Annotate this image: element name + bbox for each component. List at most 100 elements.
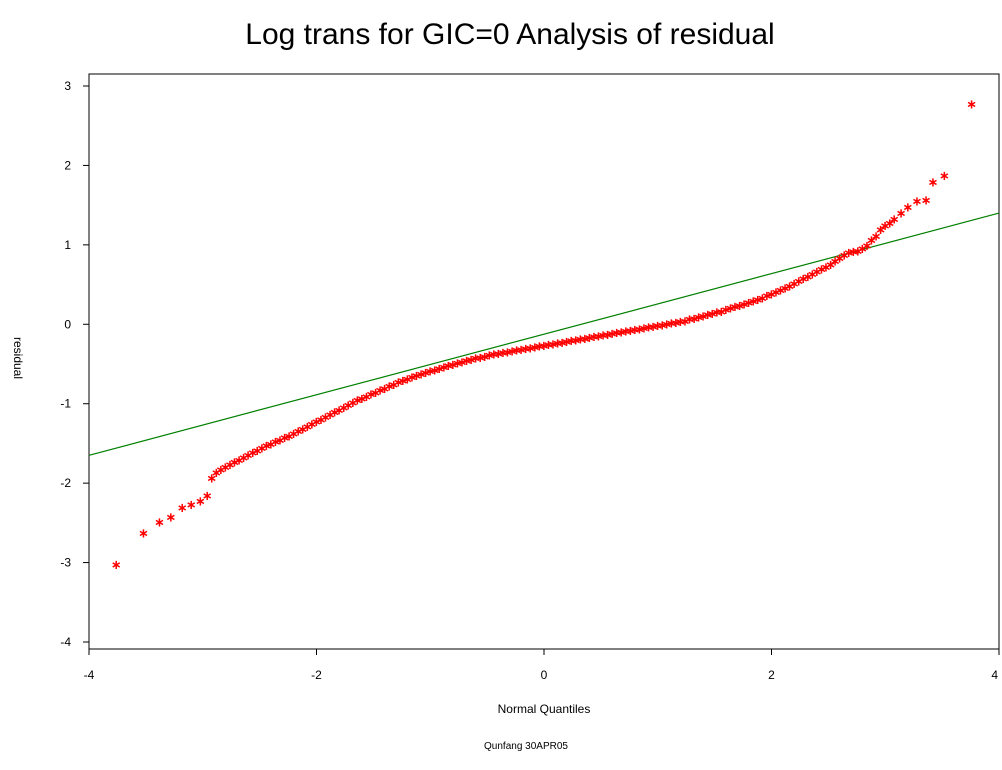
data-point: ∗ [648,320,659,335]
data-point: ∗ [834,252,845,267]
data-point: ∗ [416,368,427,383]
data-point: ∗ [748,294,759,309]
data-point: ∗ [866,233,877,248]
data-point: ∗ [552,337,563,352]
data-point: ∗ [607,327,618,342]
data-point: ∗ [266,437,277,452]
data-point: ∗ [370,386,381,401]
data-point: ∗ [775,283,786,298]
data-point: ∗ [225,458,236,473]
data-point: ∗ [789,277,800,292]
data-point: ∗ [195,495,206,510]
data-point: ∗ [611,326,622,341]
data-point: ∗ [802,270,813,285]
data-point: ∗ [670,316,681,331]
data-point: ∗ [177,501,188,516]
x-tick-label: 2 [768,668,775,682]
data-point: ∗ [448,358,459,373]
data-point: ∗ [880,219,891,234]
data-point: ∗ [620,325,631,340]
data-point: ∗ [807,267,818,282]
data-point: ∗ [884,217,895,232]
data-point: ∗ [725,302,736,317]
y-tick-label: -2 [60,476,71,490]
data-point: ∗ [666,317,677,332]
data-point: ∗ [630,323,641,338]
data-point: ∗ [379,382,390,397]
data-point: ∗ [293,425,304,440]
data-point: ∗ [534,340,545,355]
data-point: ∗ [529,341,540,356]
data-point: ∗ [702,308,713,323]
x-tick-label: -2 [311,668,322,682]
data-point: ∗ [338,401,349,416]
data-point: ∗ [557,336,568,351]
data-point: ∗ [154,515,165,530]
data-point: ∗ [684,313,695,328]
data-point: ∗ [452,356,463,371]
data-point: ∗ [438,360,449,375]
chart-title: Log trans for GIC=0 Analysis of residual [245,18,774,51]
data-point: ∗ [711,306,722,321]
data-point: ∗ [752,293,763,308]
data-point: ∗ [766,287,777,302]
data-point: ∗ [707,307,718,322]
data-point: ∗ [288,427,299,442]
data-point: ∗ [680,314,691,329]
y-axis-label: residual [11,337,25,379]
data-point: ∗ [928,175,939,190]
data-point: ∗ [229,456,240,471]
data-point: ∗ [493,347,504,362]
data-point: ∗ [488,348,499,363]
data-point: ∗ [575,333,586,348]
x-tick-label: 4 [991,668,998,682]
data-point: ∗ [516,343,527,358]
data-point: ∗ [652,319,663,334]
data-point: ∗ [657,318,668,333]
data-point: ∗ [661,317,672,332]
y-axis: -4 -3 -2 -1 0 1 2 3 [60,79,89,649]
data-point: ∗ [793,275,804,290]
data-point: ∗ [434,362,445,377]
plot-frame [88,73,1000,650]
data-point: ∗ [270,435,281,450]
data-point: ∗ [297,422,308,437]
data-point: ∗ [284,429,295,444]
data-point: ∗ [625,324,636,339]
data-point: ∗ [675,315,686,330]
data-point: ∗ [616,325,627,340]
reference-line [88,212,1000,456]
data-point: ∗ [111,558,122,573]
data-point: ∗ [857,242,868,257]
data-point: ∗ [743,296,754,311]
data-point: ∗ [375,383,386,398]
data-point: ∗ [352,394,363,409]
data-point: ∗ [402,372,413,387]
data-point: ∗ [470,352,481,367]
data-point: ∗ [220,460,231,475]
data-point: ∗ [830,255,841,270]
data-point: ∗ [420,366,431,381]
data-point: ∗ [457,356,468,371]
data-point: ∗ [202,489,213,504]
data-point: ∗ [475,351,486,366]
data-point: ∗ [484,348,495,363]
data-point: ∗ [366,387,377,402]
data-point: ∗ [320,410,331,425]
footnote: Qunfang 30APR05 [484,741,568,752]
data-point: ∗ [561,335,572,350]
data-point: ∗ [252,444,263,459]
data-point: ∗ [716,305,727,320]
data-point: ∗ [393,375,404,390]
data-point: ∗ [138,526,149,541]
x-tick-label: 0 [541,668,548,682]
data-point: ∗ [721,303,732,318]
data-point: ∗ [234,453,245,468]
data-point: ∗ [639,321,650,336]
data-point: ∗ [261,439,272,454]
data-point: ∗ [429,364,440,379]
data-point: ∗ [511,344,522,359]
data-point: ∗ [215,463,226,478]
data-points: ∗∗∗ ∗∗∗∗∗∗∗∗∗∗∗∗∗∗∗∗∗∗∗∗∗∗∗∗∗∗∗∗∗∗∗∗∗∗∗∗∗… [111,97,977,573]
data-point: ∗ [498,346,509,361]
